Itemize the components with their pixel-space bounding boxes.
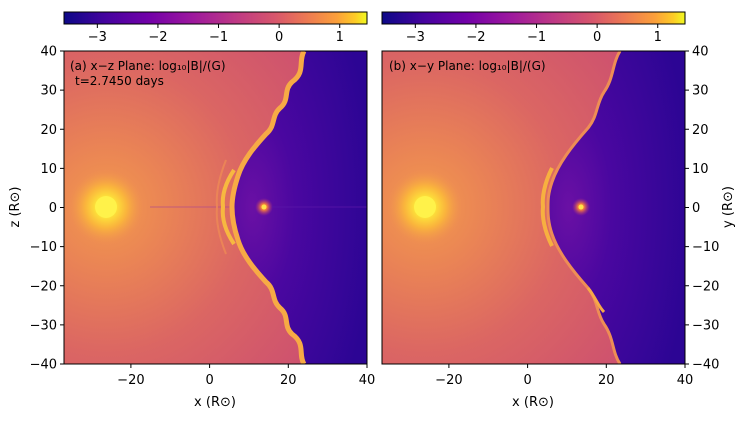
colorbar-a-tick-label: 0 bbox=[275, 30, 283, 45]
panel-b-y-tick-label: 40 bbox=[692, 45, 709, 60]
panel-a-x-tick-label: 20 bbox=[280, 373, 297, 388]
panel-a-y-tick-label: 20 bbox=[40, 123, 57, 138]
colorbar-b-tick-label: 0 bbox=[593, 30, 601, 45]
panel-a-y-tick-label: −30 bbox=[30, 318, 57, 333]
panel-b-y-tick-label: −40 bbox=[692, 358, 719, 373]
panel-a-x-tick-label: −20 bbox=[117, 373, 144, 388]
panel-b-x-tick-label: −20 bbox=[435, 373, 462, 388]
panel-b-x-tick-label: 0 bbox=[523, 373, 531, 388]
panel-a-y-tick-label: 30 bbox=[40, 84, 57, 99]
panel-b-x-tick-label: 20 bbox=[598, 373, 615, 388]
panel-b-image bbox=[382, 51, 685, 364]
panel-b-y-tick-label: −10 bbox=[692, 240, 719, 255]
panel-a-y-tick-label: 40 bbox=[40, 45, 57, 60]
panel-a-y-tick-label: 10 bbox=[40, 162, 57, 177]
panel-b-y-ticks: 40 30 20 10 0 −10 −20 −30 −40 bbox=[685, 45, 719, 373]
panel-b-y-tick-label: 20 bbox=[692, 123, 709, 138]
panel-a-x-tick-label: 40 bbox=[359, 373, 376, 388]
panel-a-x-ticks: −20 0 20 40 bbox=[117, 364, 375, 388]
colorbar-a-tick-label: −3 bbox=[88, 30, 107, 45]
panel-b-ylabel: y (R⊙) bbox=[721, 186, 736, 228]
panel-a-y-ticks: 40 30 20 10 0 −10 −20 −30 −40 bbox=[30, 45, 64, 373]
colorbar-b-tick-label: 1 bbox=[654, 30, 662, 45]
panel-b-x-ticks: −20 0 20 40 bbox=[435, 364, 693, 388]
panel-a-y-tick-label: −10 bbox=[30, 240, 57, 255]
panel-a-image bbox=[64, 51, 367, 364]
panel-b-label: (b) x−y Plane: log₁₀|B|/(G) bbox=[389, 59, 546, 73]
colorbar-a-tick-label: −2 bbox=[148, 30, 167, 45]
panel-b-x-tick-label: 40 bbox=[677, 373, 694, 388]
panel-b-y-tick-label: 30 bbox=[692, 84, 709, 99]
colorbar-a-tick-label: 1 bbox=[336, 30, 344, 45]
panel-a-time: t=2.7450 days bbox=[75, 74, 164, 88]
colorbar-a-tick-label: −1 bbox=[209, 30, 228, 45]
colorbar-b-tick-label: −2 bbox=[466, 30, 485, 45]
panel-b-y-tick-label: −30 bbox=[692, 318, 719, 333]
panel-b-y-tick-label: 0 bbox=[692, 201, 700, 216]
panel-b-y-tick-label: −20 bbox=[692, 279, 719, 294]
panel-a-xlabel: x (R⊙) bbox=[194, 395, 236, 410]
colorbar-b-tick-label: −3 bbox=[406, 30, 425, 45]
colorbar-b: −3 −2 −1 0 1 bbox=[381, 11, 686, 45]
panel-a-y-tick-label: −20 bbox=[30, 279, 57, 294]
panel-a-x-tick-label: 0 bbox=[205, 373, 213, 388]
colorbar-a-ticks: −3 −2 −1 0 1 bbox=[88, 24, 344, 45]
colorbar-b-gradient bbox=[381, 11, 686, 25]
panel-b-y-tick-label: 10 bbox=[692, 162, 709, 177]
colorbar-a-gradient bbox=[63, 11, 368, 25]
colorbar-b-ticks: −3 −2 −1 0 1 bbox=[406, 24, 662, 45]
panel-a-y-tick-label: 0 bbox=[49, 201, 57, 216]
panel-a-label: (a) x−z Plane: log₁₀|B|/(G) bbox=[70, 59, 226, 73]
panel-b-xlabel: x (R⊙) bbox=[512, 395, 554, 410]
panel-a-y-tick-label: −40 bbox=[30, 358, 57, 373]
colorbar-b-tick-label: −1 bbox=[527, 30, 546, 45]
colorbar-a: −3 −2 −1 0 1 bbox=[63, 11, 368, 45]
panel-a-ylabel: z (R⊙) bbox=[8, 186, 23, 227]
